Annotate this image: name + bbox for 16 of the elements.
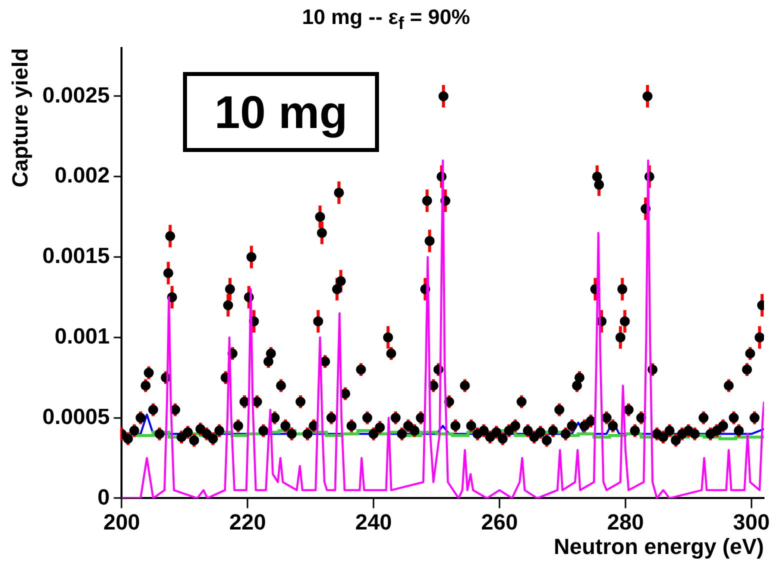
x-tick-label: 240 xyxy=(355,509,392,534)
y-tick-label: 0.001 xyxy=(54,323,110,348)
y-tick-label: 0.002 xyxy=(54,162,110,188)
chart-title: 10 mg -- ε$_{f}$ = 90% xyxy=(300,6,472,34)
y-tick-label: 0.0025 xyxy=(42,82,110,108)
x-axis-title: Neutron energy (eV) xyxy=(554,534,764,559)
x-tick-label: 280 xyxy=(607,509,644,534)
x-tick-label: 220 xyxy=(229,509,266,534)
y-axis-title: Capture yield xyxy=(7,48,32,188)
y-tick-label: 0.0015 xyxy=(42,243,110,268)
x-tick-label: 200 xyxy=(103,509,140,534)
y-tick-label: 0 xyxy=(97,484,110,510)
y-tick-label: 0.0005 xyxy=(42,404,110,429)
x-tick-label: 300 xyxy=(733,509,770,534)
annotation: 10 mg xyxy=(183,72,379,152)
x-tick-label: 260 xyxy=(481,509,518,534)
